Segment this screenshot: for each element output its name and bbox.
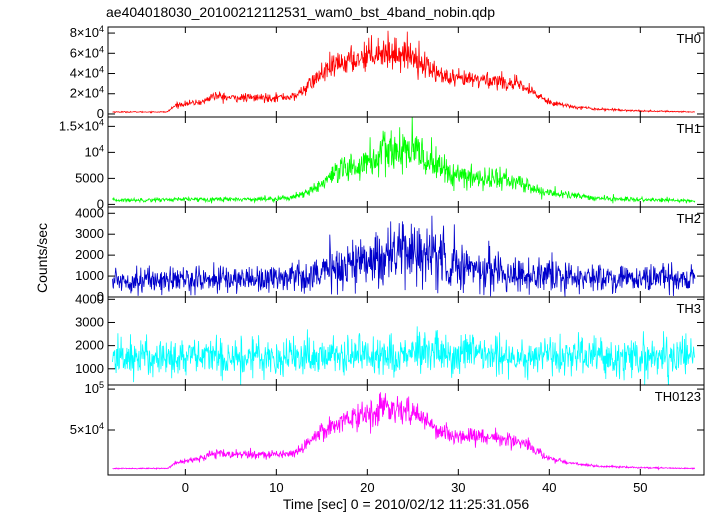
panels-group: 0 2×104 4×104 6×104 8×104 TH0 0 5000 104 1.5×104 T… [59, 24, 705, 476]
panel-label: TH0 [676, 31, 701, 46]
y-tick-label: 2000 [75, 338, 104, 353]
y-tick-label: 4×104 [70, 65, 104, 81]
panel-th0123: 5×104 105 TH0123 [70, 380, 705, 476]
chart-title: ae404018030_20100212112531_wam0_bst_4ban… [106, 4, 495, 20]
panel-th3: 1000 2000 3000 4000 TH3 [75, 291, 705, 386]
panel-label: TH0123 [655, 389, 701, 404]
x-tick-label: 50 [633, 480, 647, 495]
y-tick-label: 0 [97, 106, 104, 121]
x-axis-label: Time [sec] 0 = 2010/02/12 11:25:31.056 [283, 496, 530, 512]
x-axis: 0 10 20 30 40 50 [182, 480, 648, 495]
y-tick-label: 105 [85, 380, 104, 396]
series-line-th1 [112, 117, 696, 204]
panel-frame [107, 26, 705, 118]
panel-frame [107, 296, 705, 386]
y-tick-label: 6×104 [70, 44, 104, 60]
panel-th2: 0 1000 2000 3000 4000 TH2 [75, 205, 705, 304]
y-tick-label: 8×104 [70, 24, 104, 40]
panel-label: TH1 [676, 121, 701, 136]
y-axis-label: Counts/sec [34, 223, 50, 293]
x-tick-label: 40 [542, 480, 556, 495]
panel-label: TH2 [676, 211, 701, 226]
y-tick-label: 3000 [75, 226, 104, 241]
y-tick-label: 4000 [75, 291, 104, 306]
y-tick-label: 1000 [75, 361, 104, 376]
panel-th1: 0 5000 104 1.5×104 TH1 [59, 116, 705, 211]
x-tick-label: 30 [451, 480, 465, 495]
panel-th0: 0 2×104 4×104 6×104 8×104 TH0 [70, 24, 705, 121]
series-line-th2 [112, 215, 696, 297]
y-tick-label: 1000 [75, 268, 104, 283]
y-tick-label: 3000 [75, 314, 104, 329]
y-tick-label: 5000 [75, 170, 104, 185]
series-line-th0123 [112, 392, 695, 471]
x-tick-label: 0 [182, 480, 189, 495]
y-tick-label: 2×104 [70, 85, 104, 101]
panel-label: TH3 [676, 301, 701, 316]
y-tick-label: 0 [97, 289, 104, 304]
y-tick-label: 104 [85, 143, 104, 159]
y-tick-label: 1.5×104 [59, 117, 104, 133]
panel-frame [107, 384, 705, 476]
y-tick-label: 4000 [75, 205, 104, 220]
series-line-th0 [112, 30, 695, 114]
x-tick-label: 10 [269, 480, 283, 495]
y-tick-label: 5×104 [70, 421, 104, 437]
x-tick-label: 20 [360, 480, 374, 495]
y-tick-label: 0 [97, 196, 104, 211]
series-line-th3 [112, 326, 695, 385]
y-tick-label: 2000 [75, 247, 104, 262]
